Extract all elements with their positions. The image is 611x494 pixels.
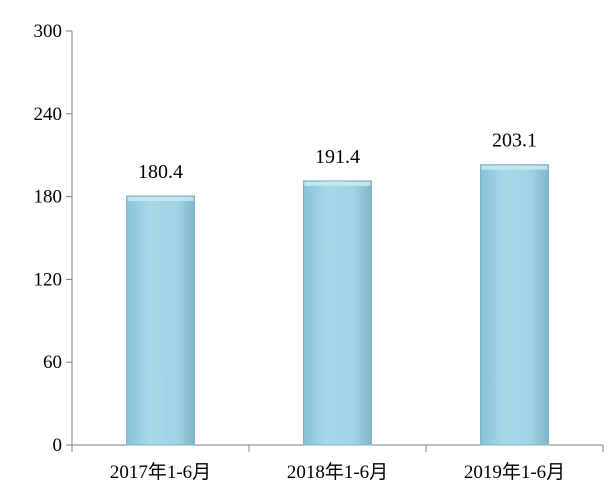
y-tick-label: 180 [34,187,63,208]
y-axis: 0 60 120 180 240 300 [34,21,73,456]
y-tick-label: 240 [34,104,63,125]
y-tick-label: 120 [34,269,63,290]
x-axis: 2017年1-6月 2018年1-6月 2019年1-6月 [66,444,604,483]
data-labels: 180.4 191.4 203.1 [138,130,537,183]
bar-top-bevel [127,197,194,202]
bar-top-bevel [304,181,371,186]
x-tick-label: 2019年1-6月 [464,461,565,483]
data-label: 203.1 [492,130,537,152]
data-label: 191.4 [315,146,360,168]
y-tick-label: 300 [34,21,63,42]
y-tick-label: 60 [43,352,62,373]
bar-top-bevel [481,165,548,170]
y-tick-label: 0 [53,435,63,456]
bars [126,164,549,446]
bar [303,180,372,446]
x-tick-label: 2017年1-6月 [110,461,211,483]
bar [480,164,549,446]
data-label: 180.4 [138,161,183,183]
bar [126,195,195,446]
x-tick-label: 2018年1-6月 [287,461,388,483]
